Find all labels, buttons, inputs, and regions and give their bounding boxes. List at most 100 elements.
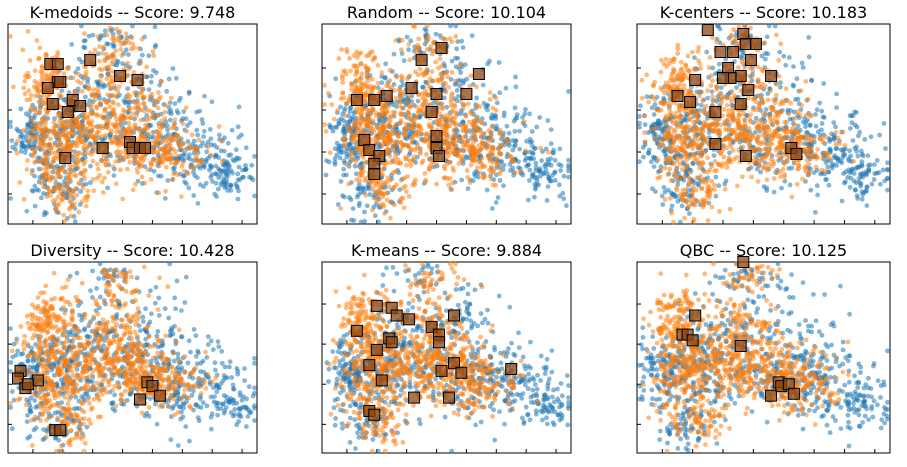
scatter-point: [92, 47, 98, 53]
scatter-point: [28, 92, 34, 98]
scatter-point: [338, 206, 344, 211]
scatter-point: [163, 164, 169, 170]
scatter-point: [37, 45, 43, 51]
scatter-point: [47, 188, 53, 194]
scatter-point: [226, 153, 232, 158]
scatter-point: [462, 102, 467, 108]
scatter-point: [380, 172, 385, 178]
scatter-point: [163, 188, 168, 194]
scatter-point: [96, 123, 102, 129]
scatter-point: [73, 89, 78, 94]
scatter-point: [457, 62, 463, 68]
scatter-point: [452, 104, 458, 109]
scatter-point: [521, 119, 527, 125]
scatter-point: [424, 23, 430, 29]
scatter-point: [159, 79, 164, 84]
scatter-point: [516, 165, 521, 171]
scatter-point: [459, 177, 464, 183]
scatter-point: [697, 61, 703, 67]
scatter-point: [392, 202, 397, 208]
scatter-point: [513, 84, 519, 90]
scatter-point: [644, 72, 649, 78]
scatter-point: [172, 101, 178, 106]
scatter-point: [156, 190, 162, 196]
scatter-point: [24, 74, 30, 80]
scatter-point: [55, 143, 60, 149]
scatter-point: [367, 192, 373, 197]
scatter-point: [191, 138, 197, 144]
scatter-point: [94, 161, 100, 167]
scatter-point: [552, 157, 558, 163]
scatter-point: [474, 84, 479, 90]
scatter-point: [188, 145, 194, 151]
scatter-point: [829, 131, 834, 137]
scatter-point: [55, 149, 61, 154]
scatter-point: [436, 76, 442, 82]
scatter-point: [344, 47, 350, 52]
scatter-point: [532, 194, 537, 200]
scatter-point: [199, 159, 205, 165]
scatter-point: [125, 60, 130, 66]
scatter-point: [416, 36, 422, 42]
scatter-point: [143, 122, 149, 128]
scatter-point: [215, 186, 221, 192]
scatter-point: [426, 83, 432, 89]
scatter-point: [25, 124, 30, 130]
scatter-point: [453, 78, 458, 84]
scatter-point: [186, 90, 192, 96]
scatter-point: [658, 168, 664, 173]
scatter-point: [80, 152, 86, 157]
scatter-point: [358, 219, 364, 225]
scatter-point: [107, 25, 113, 31]
scatter-point: [806, 35, 812, 40]
scatter-point: [163, 155, 169, 161]
scatter-point: [33, 133, 39, 139]
scatter-point: [28, 135, 34, 140]
scatter-point: [88, 180, 93, 186]
scatter-point: [36, 99, 42, 105]
scatter-point: [329, 102, 335, 107]
scatter-point: [460, 80, 466, 86]
scatter-point: [344, 162, 350, 167]
scatter-point: [8, 124, 13, 130]
scatter-point: [851, 178, 857, 184]
scatter-point: [660, 202, 666, 208]
scatter-point: [395, 160, 400, 166]
scatter-point: [469, 157, 475, 163]
scatter-point: [541, 170, 546, 176]
scatter-point: [164, 89, 170, 94]
scatter-point: [419, 103, 425, 108]
scatter-point: [407, 159, 413, 164]
scatter-point: [332, 162, 338, 167]
scatter-point: [165, 127, 170, 132]
scatter-point: [476, 159, 482, 165]
scatter-point: [674, 185, 680, 191]
scatter-point: [83, 146, 89, 152]
scatter-point: [415, 109, 421, 115]
scatter-point: [230, 170, 235, 176]
scatter-point: [252, 193, 257, 199]
scatter-point: [487, 158, 493, 164]
scatter-point: [683, 63, 689, 69]
scatter-point: [539, 158, 544, 164]
scatter-point: [494, 155, 500, 161]
scatter-point: [68, 120, 74, 126]
scatter-point: [522, 123, 528, 129]
scatter-point: [115, 59, 121, 65]
scatter-point: [58, 174, 64, 180]
scatter-point: [396, 132, 402, 138]
scatter-point: [380, 194, 385, 200]
scatter-point: [557, 193, 563, 199]
scatter-point: [486, 152, 492, 158]
scatter-point: [698, 144, 704, 150]
scatter-point: [663, 121, 669, 127]
scatter-point: [173, 75, 179, 81]
scatter-point: [496, 60, 502, 65]
scatter-point: [843, 179, 848, 185]
scatter-point: [113, 181, 119, 187]
scatter-point: [19, 132, 25, 138]
scatter-point: [676, 107, 682, 112]
scatter-point: [216, 155, 222, 161]
scatter-point: [330, 128, 336, 134]
scatter-point: [166, 110, 172, 115]
